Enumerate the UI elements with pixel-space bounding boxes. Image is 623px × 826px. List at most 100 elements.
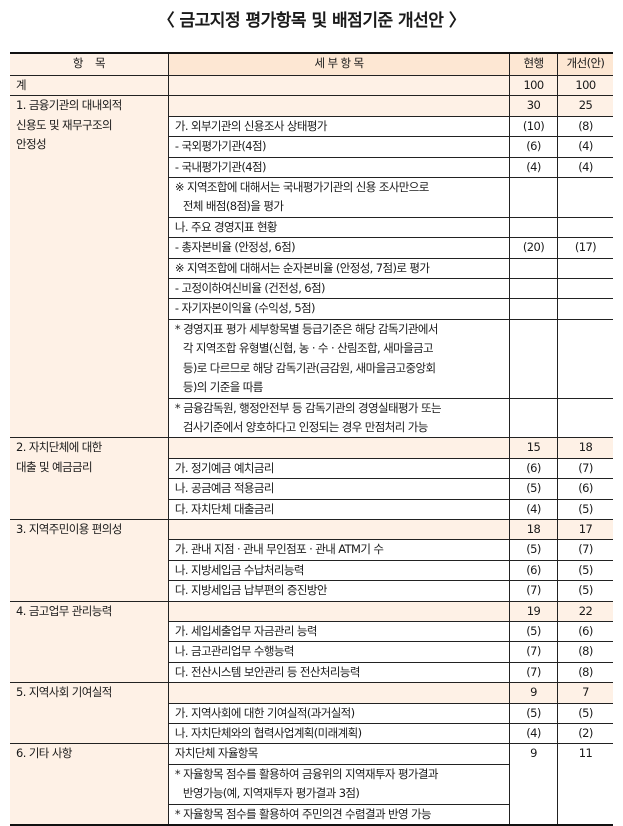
detail-text: - 자기자본이익율 (수익성, 5점) [168, 298, 511, 320]
detail-proposed: (8) [556, 641, 613, 663]
detail-text: 자치단체 자율항목 [167, 743, 511, 765]
detail-current [509, 298, 558, 320]
detail-current: (10) [509, 115, 558, 138]
category-row: 2. 자치단체에 대한 대출 및 예금금리 15 18 [10, 437, 613, 520]
detail-proposed [556, 216, 613, 239]
category-detail [167, 518, 511, 541]
total-row: 계 100 100 [10, 74, 613, 97]
detail-proposed [556, 318, 613, 399]
total-current: 100 [509, 74, 558, 97]
detail-current: (5) [509, 620, 558, 643]
detail-proposed: (5) [556, 559, 613, 582]
detail-current [509, 177, 558, 218]
detail-current: (6) [509, 136, 558, 158]
detail-row: 가. 외부기관의 신용조사 상태평가 (10) (8) [10, 115, 613, 138]
detail-proposed: (8) [556, 661, 613, 684]
category-label: 2. 자치단체에 대한 대출 및 예금금리 [10, 437, 169, 520]
detail-proposed: (7) [556, 539, 613, 561]
total-detail [167, 74, 511, 97]
detail-text: - 총자본비율 (안정성, 6점) [168, 237, 511, 259]
detail-proposed: (7) [556, 457, 613, 480]
detail-proposed: (5) [556, 498, 613, 520]
detail-proposed: (5) [556, 702, 613, 725]
detail-current [509, 278, 558, 300]
detail-current: (5) [509, 478, 558, 500]
detail-text: 가. 세입세출업무 자금관리 능력 [168, 620, 511, 643]
detail-text: 가. 외부기관의 신용조사 상태평가 [168, 115, 511, 138]
detail-text: ※ 지역조합에 대해서는 국내평가기관의 신용 조사만으로 전체 배점(8점)을… [168, 177, 511, 218]
category-current: 18 [509, 518, 558, 541]
category-current: 9 [509, 743, 558, 826]
detail-text: - 국외평가기관(4점) [168, 136, 511, 158]
detail-proposed [556, 298, 613, 320]
detail-proposed: (2) [556, 722, 613, 745]
detail-current: (20) [509, 237, 558, 259]
detail-proposed: (5) [556, 580, 613, 602]
detail-row: - 국내평가기관(4점) (4) (4) [10, 156, 613, 179]
detail-row: 가. 지역사회에 대한 기여실적(과거실적) (5) (5) [10, 702, 613, 725]
header-current: 현행 [509, 52, 558, 76]
header-item: 항 목 [10, 52, 169, 76]
detail-text: 나. 주요 경영지표 현황 [168, 216, 511, 239]
detail-text: 가. 정기예금 예치금리 [168, 457, 511, 480]
detail-current: (7) [509, 661, 558, 684]
category-label: 6. 기타 사항 [10, 743, 169, 826]
detail-current [509, 318, 558, 399]
detail-row: 나. 공금예금 적용금리 (5) (6) [10, 478, 613, 500]
category-current: 9 [509, 682, 558, 704]
category-row: 6. 기타 사항 자치단체 자율항목 9 11 [10, 743, 613, 826]
detail-proposed [556, 177, 613, 218]
detail-row: * 경영지표 평가 세부항목별 등급기준은 해당 감독기관에서 각 지역조합 유… [10, 318, 613, 399]
category-detail [167, 682, 511, 704]
detail-text: * 금융감독원, 행정안전부 등 감독기관의 경영실태평가 또는 검사기준에서 … [168, 397, 511, 439]
detail-current: (7) [509, 641, 558, 663]
detail-text: * 경영지표 평가 세부항목별 등급기준은 해당 감독기관에서 각 지역조합 유… [168, 318, 511, 399]
category-row: 5. 지역사회 기여실적 9 7 [10, 682, 613, 745]
category-label: 5. 지역사회 기여실적 [10, 682, 169, 745]
detail-text: - 국내평가기관(4점) [168, 156, 511, 179]
table-header-row: 항 목 세 부 항 목 현행 개선(안) [10, 52, 613, 76]
total-proposed: 100 [556, 74, 613, 97]
category-current: 19 [509, 600, 558, 622]
detail-current: (4) [509, 156, 558, 179]
detail-row: 다. 지방세입금 납부편의 증진방안 (7) (5) [10, 580, 613, 602]
category-current: 30 [509, 95, 558, 117]
detail-row: * 금융감독원, 행정안전부 등 감독기관의 경영실태평가 또는 검사기준에서 … [10, 397, 613, 439]
detail-row: - 국외평가기관(4점) (6) (4) [10, 136, 613, 158]
detail-row: 가. 관내 지점 · 관내 무인점포 · 관내 ATM기 수 (5) (7) [10, 539, 613, 561]
detail-text: * 자율항목 점수를 활용하여 금융위의 지역재투자 평가결과 반영가능(예, … [168, 763, 510, 805]
detail-row: ※ 지역조합에 대해서는 국내평가기관의 신용 조사만으로 전체 배점(8점)을… [10, 177, 613, 218]
detail-current: (7) [509, 580, 558, 602]
detail-current: (4) [509, 498, 558, 520]
detail-row: - 자기자본이익율 (수익성, 5점) [10, 298, 613, 320]
detail-current: (5) [509, 539, 558, 561]
category-current: 15 [509, 437, 558, 459]
page-title: 〈 금고지정 평가항목 및 배점기준 개선안 〉 [157, 11, 466, 31]
category-proposed: 11 [556, 743, 613, 826]
detail-current: (6) [509, 559, 558, 582]
detail-proposed: (8) [556, 115, 613, 138]
total-label: 계 [10, 74, 169, 97]
detail-text: * 자율항목 점수를 활용하여 주민의견 수렴결과 반영 가능 [168, 803, 510, 826]
detail-current: (6) [509, 457, 558, 480]
detail-text: ※ 지역조합에 대해서는 순자본비율 (안정성, 7점)로 평가 [168, 257, 511, 280]
detail-text: 가. 관내 지점 · 관내 무인점포 · 관내 ATM기 수 [168, 539, 511, 561]
category-proposed: 17 [556, 518, 613, 541]
detail-proposed: (4) [556, 136, 613, 158]
detail-current [509, 216, 558, 239]
category-proposed: 25 [556, 95, 613, 117]
category-detail [167, 437, 511, 459]
detail-proposed [556, 278, 613, 300]
detail-text: 나. 지방세입금 수납처리능력 [168, 559, 511, 582]
category-row: 4. 금고업무 관리능력 19 22 [10, 600, 613, 684]
category-detail [167, 95, 511, 117]
detail-row: 나. 지방세입금 수납처리능력 (6) (5) [10, 559, 613, 582]
category-proposed: 7 [556, 682, 613, 704]
header-proposed: 개선(안) [556, 52, 613, 76]
detail-text: 다. 지방세입금 납부편의 증진방안 [168, 580, 511, 602]
detail-text: - 고정이하여신비율 (건전성, 6점) [168, 278, 511, 300]
detail-proposed: (6) [556, 478, 613, 500]
detail-proposed [556, 397, 613, 439]
detail-current [509, 257, 558, 280]
category-label: 4. 금고업무 관리능력 [10, 600, 169, 684]
